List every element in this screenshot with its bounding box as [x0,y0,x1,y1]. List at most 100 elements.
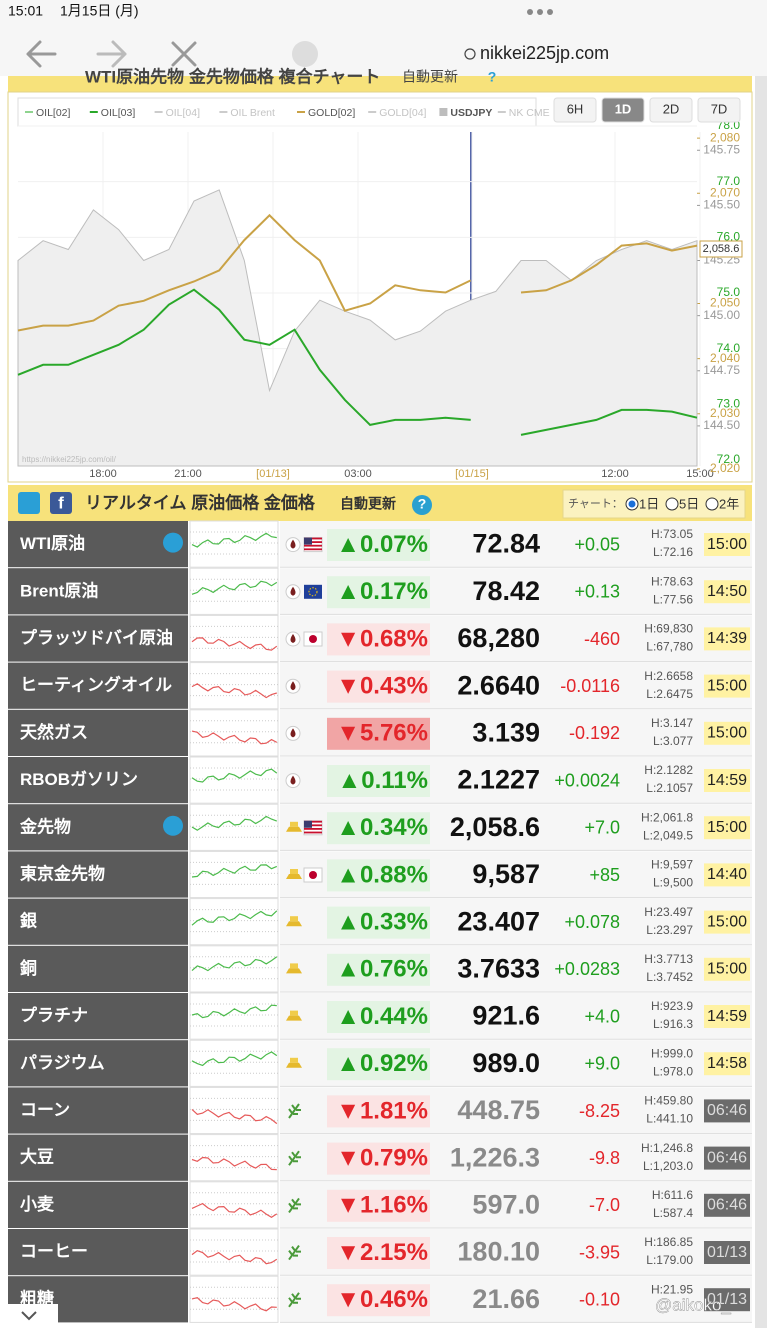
row-name-cell[interactable] [8,662,188,709]
time-box [704,580,750,604]
range-label: 1D [615,101,632,116]
section1-help[interactable]: ? [488,69,497,85]
section2-help: ? [418,496,427,512]
facebook-f: f [58,493,64,512]
price: 9,587 [472,859,540,889]
price-diff: +85 [589,865,620,885]
row-name-cell[interactable] [8,851,188,898]
facebook-button[interactable] [50,492,72,514]
nav-icons[interactable] [26,40,318,68]
radio[interactable] [665,497,679,511]
bottom-tab[interactable] [0,1304,58,1328]
price: 2,058.6 [450,812,540,842]
change-cell [327,1237,430,1269]
legend-entry[interactable]: OIL Brent [230,107,275,119]
commodity-name: 銀 [20,911,37,931]
legend-entry[interactable]: GOLD[04] [379,107,426,119]
grain-icon [288,1103,301,1119]
row-name-cell[interactable] [8,1134,188,1181]
gold-bar [290,1057,298,1063]
background-page [755,76,767,1328]
update-time: 01/13 [707,1244,747,1261]
usdjpy-area [17,189,698,467]
x-tick-label: 03:00 [344,468,372,480]
url[interactable]: nikkei225jp.com [480,43,609,63]
gold-bar [290,1010,298,1016]
price-diff: -3.95 [579,1242,620,1262]
commodity-name: RBOBガソリン [20,770,138,789]
legend-entry[interactable]: OIL[04] [166,107,201,119]
grain-icon [288,1292,301,1308]
row-name-cell[interactable] [8,1181,188,1228]
watermark: @aikoko_ [655,1295,731,1314]
x-tick-label: [01/13] [256,468,290,480]
low: L:72.16 [653,545,693,559]
change-cell [327,529,430,561]
legend-entry[interactable]: OIL[03] [101,107,136,119]
row-name-cell[interactable] [8,615,188,662]
update-time: 14:58 [707,1055,747,1072]
range-button[interactable] [553,97,597,123]
chart-options [562,489,746,519]
low: L:77.56 [653,592,693,606]
grain-icon [288,1150,301,1166]
sparkline-cell [189,898,279,946]
price: 921.6 [472,1001,540,1031]
row-name-cell[interactable] [8,521,188,568]
change-percent: ▲0.17% [336,578,428,605]
sparkline [191,1004,277,1019]
radio[interactable] [705,497,719,511]
help-circle[interactable] [412,495,432,515]
price-diff: -460 [584,629,620,649]
range-button[interactable] [649,97,693,123]
time-box [704,1052,750,1076]
legend-entry[interactable]: OIL[02] [36,107,71,119]
update-time: 06:46 [707,1149,747,1166]
time-box [704,769,750,792]
y-tick-label: 144.75 [703,363,740,377]
twitter-button[interactable] [18,492,40,514]
update-time: 15:00 [707,913,747,930]
row-name-cell[interactable] [8,993,188,1040]
price-diff: +0.05 [574,534,620,554]
price: 3.7633 [457,954,540,984]
row-name-cell[interactable] [8,757,188,804]
high: H:3.147 [651,716,693,730]
row-name-cell[interactable] [8,1087,188,1134]
row-name-cell[interactable] [8,568,188,615]
sparkline [191,1108,278,1125]
section2-auto: 自動更新 [340,496,396,512]
row-name-cell[interactable] [8,804,188,851]
sparkline-cell [189,520,279,568]
high: H:21.95 [651,1282,693,1296]
price: 597.0 [472,1190,540,1220]
sparkline [191,768,278,783]
legend-entry[interactable]: GOLD[02] [308,107,355,119]
price-diff: +7.0 [584,818,620,838]
row-name-cell[interactable] [8,898,188,945]
row-name-cell[interactable] [8,1229,188,1276]
change-percent: ▲0.11% [338,767,428,794]
radio-label: 1日 [639,496,659,511]
high: H:73.05 [651,527,693,541]
legend-entry[interactable]: USDJPY [450,107,492,119]
change-percent: ▲0.92% [336,1050,428,1077]
sparkline [191,730,278,745]
range-button[interactable] [697,97,741,123]
y-tick-label: 73.0 [717,396,741,410]
range-button[interactable] [601,97,645,123]
legend-entry[interactable]: NK CME [509,107,550,119]
low: L:3.077 [653,734,693,748]
sparkline [191,580,278,595]
row-name-cell[interactable] [8,945,188,992]
gold-icon [286,826,302,832]
row-name-cell[interactable] [8,1040,188,1087]
y-tick-label: 72.0 [717,452,741,466]
row-name-cell[interactable] [8,709,188,756]
flag-stripe [304,828,322,830]
low: L:978.0 [653,1064,693,1078]
sparkline-cell [189,1086,279,1135]
time-box [704,863,750,887]
y-tick-label: 74.0 [717,341,741,355]
